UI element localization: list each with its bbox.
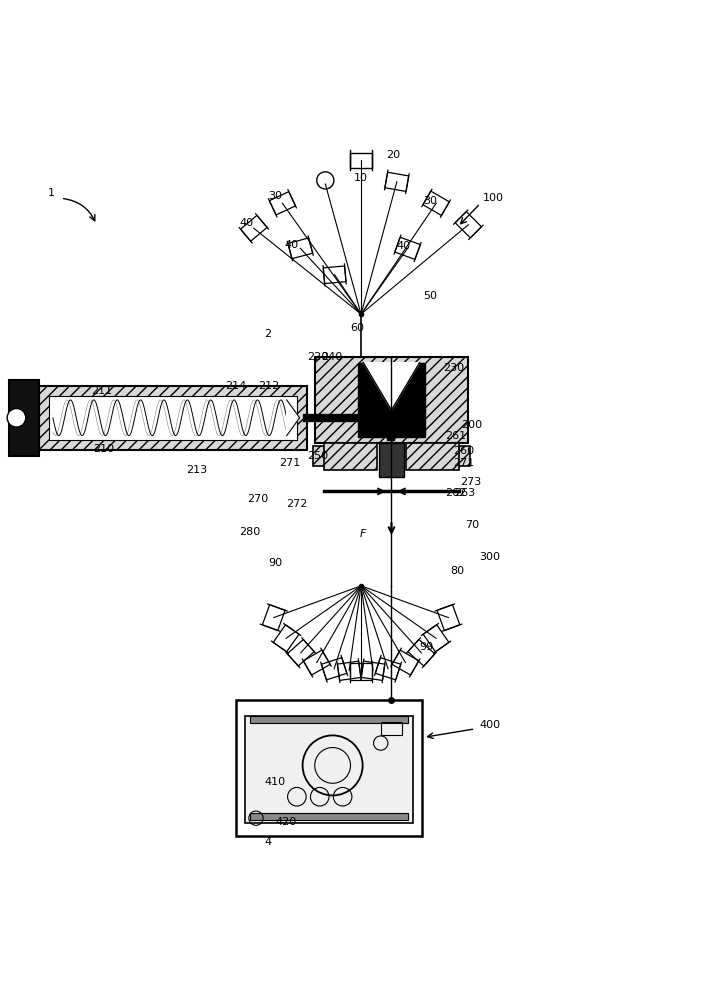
Bar	[245, 716, 413, 823]
Text: 271: 271	[453, 458, 475, 468]
Circle shape	[7, 408, 26, 427]
Bar	[39, 386, 307, 450]
Bar	[323, 443, 378, 470]
Text: 262: 262	[445, 488, 466, 498]
Text: 200: 200	[461, 420, 483, 430]
Text: 273: 273	[460, 477, 482, 487]
Text: 272: 272	[286, 499, 307, 509]
Text: 30: 30	[268, 191, 282, 201]
Text: 271: 271	[279, 458, 300, 468]
Text: 261: 261	[445, 431, 467, 441]
Text: 2: 2	[265, 329, 272, 339]
Text: 240: 240	[321, 352, 342, 362]
Text: 211: 211	[91, 386, 112, 396]
Bar	[49, 396, 297, 440]
Text: 410: 410	[265, 777, 286, 787]
Bar	[236, 700, 422, 836]
Bar	[9, 380, 39, 456]
Text: 30: 30	[423, 196, 438, 206]
Text: 420: 420	[275, 817, 297, 827]
Text: 214: 214	[225, 381, 247, 391]
Text: 40: 40	[240, 218, 254, 228]
Polygon shape	[287, 400, 300, 436]
Text: 1: 1	[48, 188, 55, 198]
Text: 400: 400	[479, 720, 500, 730]
Bar	[406, 443, 459, 470]
Bar	[250, 716, 408, 723]
Text: 60: 60	[350, 323, 365, 333]
Text: 213: 213	[186, 465, 207, 475]
Text: 50: 50	[423, 291, 438, 301]
Text: 70: 70	[465, 520, 479, 530]
Text: 230: 230	[443, 363, 465, 373]
Text: 99: 99	[419, 642, 433, 652]
Text: 210: 210	[93, 444, 114, 454]
Text: 10: 10	[354, 173, 368, 183]
Bar	[313, 446, 376, 466]
Text: 100: 100	[483, 193, 504, 203]
Text: 220: 220	[307, 352, 328, 362]
Bar	[250, 813, 408, 820]
Text: F: F	[360, 529, 366, 539]
Bar	[380, 722, 402, 735]
Bar	[379, 443, 405, 477]
Text: 40: 40	[397, 241, 411, 251]
Text: 90: 90	[268, 558, 282, 568]
Text: 270: 270	[247, 494, 268, 504]
Bar	[358, 363, 425, 437]
Text: 300: 300	[479, 552, 500, 562]
Text: 20: 20	[386, 150, 400, 160]
Text: 4: 4	[265, 837, 272, 847]
Text: 250: 250	[307, 451, 328, 461]
Text: 80: 80	[450, 566, 465, 576]
Text: 280: 280	[240, 527, 261, 537]
Text: 40: 40	[285, 240, 299, 250]
Bar	[315, 357, 468, 443]
Polygon shape	[363, 363, 420, 410]
Text: 260: 260	[453, 446, 475, 456]
Text: 212: 212	[258, 381, 280, 391]
Bar	[408, 446, 470, 466]
Text: 263: 263	[454, 488, 475, 498]
